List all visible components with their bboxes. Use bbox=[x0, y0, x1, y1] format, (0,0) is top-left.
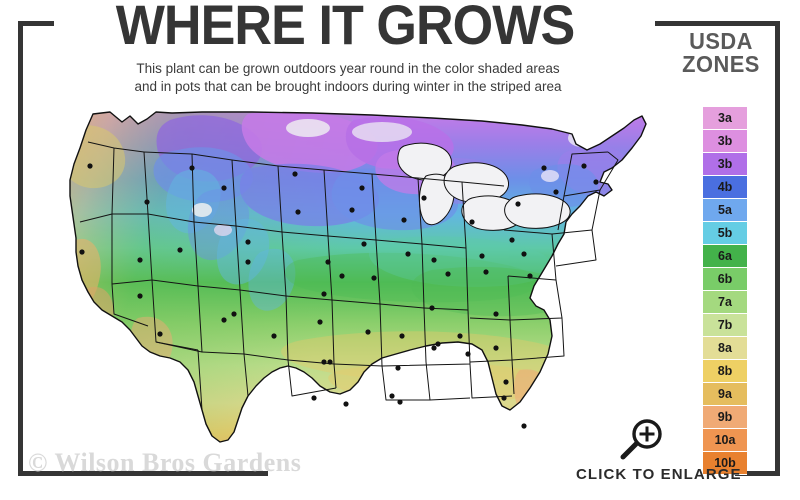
watermark-copyright: © Wilson Bros Gardens bbox=[28, 448, 302, 477]
legend-swatch-4b-3: 4b bbox=[703, 176, 747, 199]
legend-swatch-6b-7: 6b bbox=[703, 268, 747, 291]
frame-border-top-right bbox=[655, 21, 780, 26]
legend-swatch-8b-11: 8b bbox=[703, 360, 747, 383]
hardiness-zone-map bbox=[52, 110, 652, 455]
legend-swatch-8a-10: 8a bbox=[703, 337, 747, 360]
legend-swatch-5a-4: 5a bbox=[703, 199, 747, 222]
page-title: WHERE IT GROWS bbox=[115, 0, 576, 56]
great-lakes bbox=[397, 142, 571, 231]
legend-heading-line-2: ZONES bbox=[682, 51, 760, 77]
legend-swatch-5b-5: 5b bbox=[703, 222, 747, 245]
legend-heading: USDA ZONES bbox=[663, 30, 779, 76]
state-boundaries bbox=[79, 141, 619, 411]
frame-border-right bbox=[775, 21, 780, 476]
subtitle-line-1: This plant can be grown outdoors year ro… bbox=[136, 61, 560, 76]
map-landmass bbox=[69, 111, 647, 443]
legend-swatch-9a-12: 9a bbox=[703, 383, 747, 406]
subtitle-line-2: and in pots that can be brought indoors … bbox=[134, 79, 562, 94]
legend-swatch-7b-9: 7b bbox=[703, 314, 747, 337]
legend-swatch-3b-2: 3b bbox=[703, 153, 747, 176]
usda-zone-legend: 3a 3b 3b 4b 5a 5b 6a 6b 7a 7b 8a 8b 9a 9b 10a 10b bbox=[703, 107, 747, 475]
frame-border-top-left bbox=[18, 21, 54, 26]
legend-swatch-3a-0: 3a bbox=[703, 107, 747, 130]
legend-swatch-3b-1: 3b bbox=[703, 130, 747, 153]
legend-swatch-9b-13: 9b bbox=[703, 406, 747, 429]
city-markers bbox=[79, 163, 599, 429]
legend-swatch-7a-8: 7a bbox=[703, 291, 747, 314]
click-to-enlarge-label[interactable]: CLICK TO ENLARGE bbox=[576, 466, 742, 483]
frame-border-bottom-right bbox=[735, 471, 780, 476]
page-subtitle: This plant can be grown outdoors year ro… bbox=[48, 60, 648, 96]
legend-swatch-10b-15: 10b bbox=[703, 452, 747, 475]
frame-border-left bbox=[18, 21, 23, 476]
legend-swatch-10a-14: 10a bbox=[703, 429, 747, 452]
legend-swatch-6a-6: 6a bbox=[703, 245, 747, 268]
legend-heading-line-1: USDA bbox=[689, 28, 753, 54]
magnifier-plus-icon[interactable] bbox=[618, 418, 666, 462]
frame-border-bottom-left bbox=[18, 471, 268, 476]
